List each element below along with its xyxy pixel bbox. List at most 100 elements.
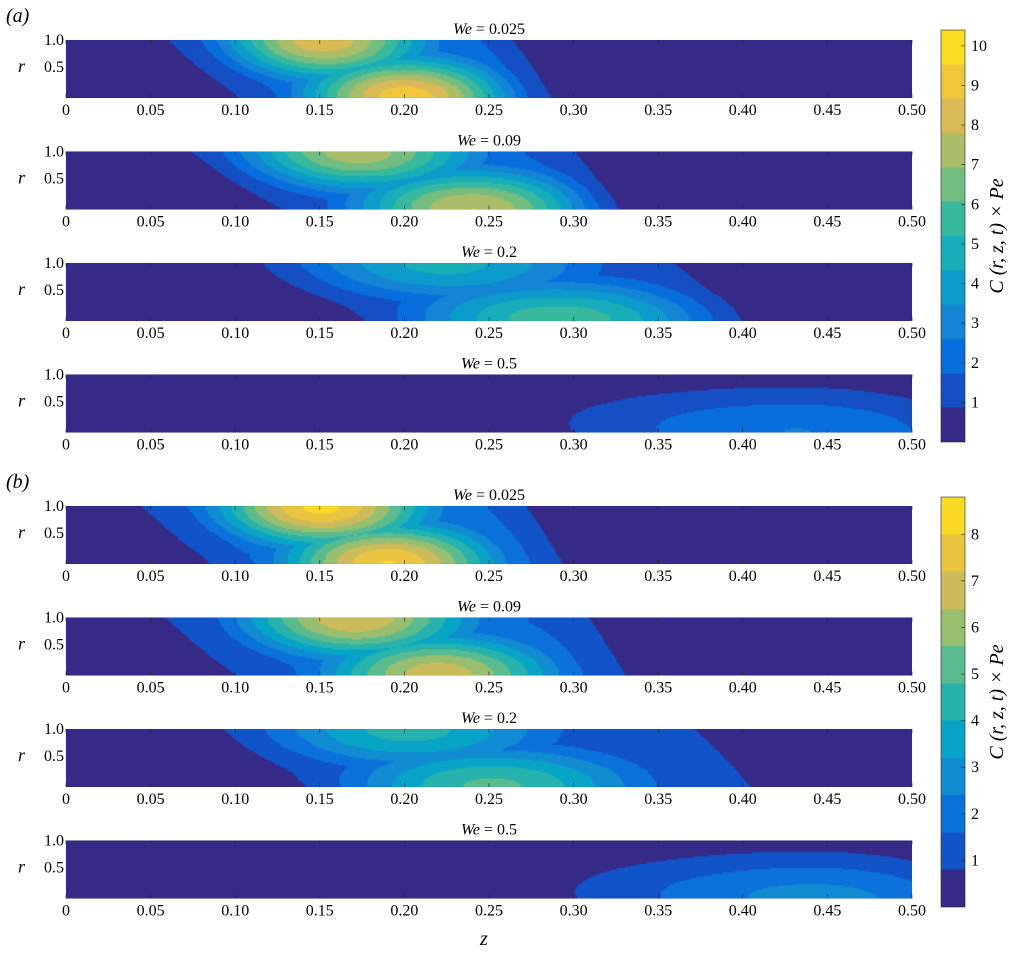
panel-title-value: = 0.09 — [476, 133, 521, 150]
x-tick-label: 0.25 — [475, 437, 503, 454]
x-tick-label: 0.35 — [644, 437, 672, 454]
x-tick-label: 0 — [62, 568, 70, 585]
y-tick-label: 1.0 — [44, 498, 64, 515]
x-tick-label: 0.45 — [813, 325, 841, 342]
x-tick-label: 0 — [62, 680, 70, 697]
x-tick-label: 0.45 — [813, 214, 841, 231]
x-tick-label: 0.30 — [560, 680, 588, 697]
x-tick-label: 0.10 — [221, 903, 249, 920]
panel-title-param: We — [461, 822, 480, 839]
x-tick-label: 0.30 — [560, 568, 588, 585]
x-tick-label: 0.10 — [221, 325, 249, 342]
colorbar-tick-label: 8 — [971, 117, 979, 134]
colorbar-tick-label: 6 — [971, 619, 979, 636]
x-tick-label: 0.05 — [137, 437, 165, 454]
x-tick-label: 0.40 — [729, 903, 757, 920]
x-tick-label: 0.20 — [390, 680, 418, 697]
x-tick-label: 0.50 — [898, 437, 926, 454]
x-tick-label: 0.05 — [137, 325, 165, 342]
x-tick-label: 0.40 — [729, 214, 757, 231]
x-tick-label: 0.15 — [306, 568, 334, 585]
x-tick-label: 0.30 — [560, 214, 588, 231]
x-tick-label: 0.35 — [644, 325, 672, 342]
panel-title-param: We — [453, 21, 472, 38]
y-tick-label: 1.0 — [44, 255, 64, 272]
x-tick-label: 0.35 — [644, 903, 672, 920]
x-tick-label: 0.25 — [475, 568, 503, 585]
x-tick-label: 0.40 — [729, 325, 757, 342]
x-tick-label: 0.30 — [560, 903, 588, 920]
panel-title-value: = 0.2 — [480, 710, 517, 727]
x-tick-label: 0.45 — [813, 791, 841, 808]
x-tick-label: 0.45 — [813, 437, 841, 454]
y-axis-label: r — [18, 745, 26, 765]
x-tick-label: 0.35 — [644, 680, 672, 697]
contour-panel — [66, 374, 912, 433]
x-tick-label: 0.10 — [221, 680, 249, 697]
x-tick-label: 0.50 — [898, 568, 926, 585]
x-tick-label: 0.15 — [306, 680, 334, 697]
contour-panel — [66, 617, 912, 676]
x-tick-label: 0.15 — [306, 903, 334, 920]
x-tick-label: 0 — [62, 903, 70, 920]
panel-title: We = 0.2 — [461, 244, 517, 261]
colorbar-tick-label: 2 — [971, 806, 979, 823]
x-tick-label: 0.35 — [644, 214, 672, 231]
y-tick-label: 1.0 — [44, 833, 64, 850]
x-tick-label: 0 — [62, 325, 70, 342]
x-tick-label: 0.50 — [898, 680, 926, 697]
x-tick-label: 0.20 — [390, 903, 418, 920]
x-tick-label: 0.05 — [137, 102, 165, 119]
x-tick-label: 0.10 — [221, 568, 249, 585]
colorbar-tick-label: 7 — [971, 157, 979, 174]
colorbar-tick-label: 1 — [971, 394, 979, 411]
x-tick-label: 0.30 — [560, 102, 588, 119]
x-tick-label: 0.40 — [729, 791, 757, 808]
contour-panel — [66, 729, 912, 787]
x-tick-label: 0.20 — [390, 791, 418, 808]
colorbar-tick-label: 2 — [971, 355, 979, 372]
panel-title: We = 0.5 — [461, 356, 517, 373]
x-tick-label: 0.20 — [390, 568, 418, 585]
colorbar-tick-label: 10 — [971, 38, 987, 55]
x-tick-label: 0.50 — [898, 325, 926, 342]
x-tick-label: 0.35 — [644, 568, 672, 585]
x-tick-label: 0.50 — [898, 791, 926, 808]
colorbar-tick-label: 8 — [971, 526, 979, 543]
y-tick-label: 1.0 — [44, 721, 64, 738]
y-axis-label: r — [18, 522, 26, 542]
colorbar-tick-label: 6 — [971, 196, 979, 213]
contour-panel — [66, 506, 912, 564]
panel-title-param: We — [461, 710, 480, 727]
panel-title: We = 0.09 — [457, 133, 521, 150]
panel-title-value: = 0.025 — [472, 487, 525, 504]
x-tick-label: 0 — [62, 102, 70, 119]
x-tick-label: 0.25 — [475, 903, 503, 920]
x-tick-label: 0.15 — [306, 437, 334, 454]
x-tick-label: 0.35 — [644, 102, 672, 119]
panel-title-value: = 0.5 — [480, 822, 517, 839]
x-tick-label: 0.40 — [729, 437, 757, 454]
contour-panel — [66, 40, 912, 98]
y-axis-label: r — [18, 857, 26, 877]
contour-panel — [66, 840, 912, 899]
x-tick-label: 0.10 — [221, 102, 249, 119]
colorbar-tick-label: 7 — [971, 573, 979, 590]
x-tick-label: 0.20 — [390, 214, 418, 231]
panel-title-value: = 0.09 — [476, 599, 521, 616]
colorbar-tick-label: 3 — [971, 759, 979, 776]
panel-title-param: We — [457, 599, 476, 616]
colorbar-tick-label: 5 — [971, 236, 979, 253]
y-tick-label: 0.5 — [44, 525, 64, 542]
y-axis-label: r — [18, 391, 26, 411]
panel-title-param: We — [453, 487, 472, 504]
colorbar-label: C (r, z, t) × Pe — [986, 644, 1008, 759]
x-tick-label: 0.25 — [475, 102, 503, 119]
y-tick-label: 0.5 — [44, 171, 64, 188]
colorbar-tick-label: 1 — [971, 852, 979, 869]
y-tick-label: 0.5 — [44, 59, 64, 76]
x-tick-label: 0.05 — [137, 903, 165, 920]
y-tick-label: 1.0 — [44, 367, 64, 384]
x-tick-label: 0.20 — [390, 437, 418, 454]
